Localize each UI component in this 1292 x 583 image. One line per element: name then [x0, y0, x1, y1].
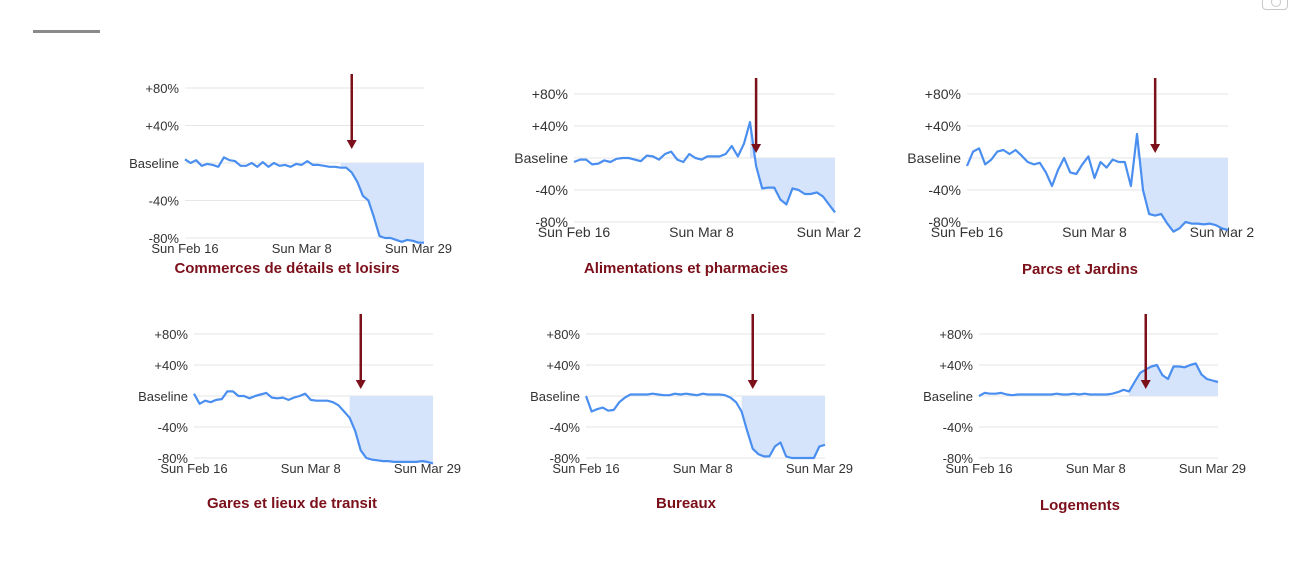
y-tick-label: +40%	[939, 358, 973, 373]
y-tick-label: -40%	[943, 420, 974, 435]
chart-residential-svg: +80% +40% Baseline -40% -80%Sun Feb 16 Sun Ma…	[923, 314, 1246, 476]
y-tick-label: -40%	[535, 182, 568, 198]
y-tick-label: -80%	[535, 214, 568, 230]
x-tick-label: Sun Mar 8	[272, 241, 332, 256]
x-tick-label: Sun Mar 8	[669, 224, 734, 240]
x-tick-label: Sun Mar 29	[1179, 461, 1246, 476]
chart-grocery-svg: +80% +40% Baseline -40% -80%Sun Feb 16 Sun Ma…	[514, 78, 862, 240]
series-line	[193, 390, 434, 465]
x-tick-label: Sun Feb 16	[945, 461, 1012, 476]
chart-panel-residential: +80% +40% Baseline -40% -80% Sun Feb 16 Sun Ma…	[902, 314, 1258, 528]
chart-workplaces-svg: +80% +40% Baseline -40% -80%Sun Feb 16 Sun Ma…	[530, 314, 853, 476]
y-tick-label: +80%	[154, 327, 188, 342]
x-tick-label: Sun Mar 8	[673, 461, 733, 476]
x-tick-label: Sun Mar 8	[1066, 461, 1126, 476]
series-area	[340, 163, 424, 243]
chart-title: Gares et lieux de transit	[206, 495, 378, 512]
x-tick-label: Sun Mar 8	[1062, 224, 1127, 240]
y-tick-label: Baseline	[923, 389, 973, 404]
x-tick-label: Sun Feb 16	[552, 461, 619, 476]
y-tick-label: -40%	[158, 420, 189, 435]
x-tick-label: Sun Feb 16	[538, 224, 611, 240]
y-tick-label: +40%	[145, 119, 179, 134]
chart-title: Logements	[1039, 497, 1120, 514]
lockdown-arrow	[1150, 78, 1161, 153]
chart-title: Parcs et Jardins	[1022, 261, 1138, 278]
x-tick-label: Sun Feb 16	[160, 461, 227, 476]
y-tick-label: Baseline	[138, 389, 188, 404]
lockdown-arrow	[751, 78, 762, 153]
x-tick-label: Sun Mar 29	[786, 461, 853, 476]
chart-panel-parks: +80% +40% Baseline -40% -80% Sun Feb 16 Sun Ma…	[902, 78, 1258, 292]
y-tick-label: +80%	[532, 86, 568, 102]
chart-title: Alimentations et pharmacies	[583, 260, 789, 277]
x-tick-label: Sun Mar 2	[797, 224, 862, 240]
lockdown-arrow	[346, 74, 357, 149]
y-tick-label: +40%	[532, 118, 568, 134]
series-area	[1129, 363, 1218, 396]
camera-icon[interactable]	[1262, 0, 1288, 10]
y-tick-label: +40%	[546, 358, 580, 373]
x-tick-label: Sun Mar 29	[385, 241, 452, 256]
y-tick-label: +40%	[154, 358, 188, 373]
series-area	[349, 396, 433, 464]
lockdown-arrow	[1140, 314, 1151, 389]
series-line	[965, 132, 1229, 233]
top-divider	[33, 30, 100, 33]
chart-panel-workplaces: +80% +40% Baseline -40% -80% Sun Feb 16 Sun Ma…	[508, 314, 864, 528]
chart-parks-svg: +80% +40% Baseline -40% -80%Sun Feb 16 Sun Ma…	[907, 78, 1255, 240]
series-area	[1136, 134, 1228, 232]
y-tick-label: Baseline	[129, 156, 179, 171]
lockdown-arrow	[747, 314, 758, 389]
series-area	[750, 122, 835, 213]
series-line	[978, 362, 1219, 397]
y-tick-label: +80%	[925, 86, 961, 102]
y-tick-label: +80%	[546, 327, 580, 342]
chart-panel-transit: +80% +40% Baseline -40% -80% Sun Feb 16 Sun Ma…	[114, 314, 470, 528]
y-tick-label: -80%	[928, 214, 961, 230]
y-tick-label: +80%	[145, 81, 179, 96]
y-tick-label: -80%	[158, 451, 189, 466]
y-tick-label: +40%	[925, 118, 961, 134]
series-line	[573, 120, 836, 214]
y-tick-label: Baseline	[907, 150, 961, 166]
x-tick-label: Sun Feb 16	[151, 241, 218, 256]
chart-title: Commerces de détails et loisirs	[174, 260, 400, 277]
series-line	[584, 392, 826, 460]
x-tick-label: Sun Mar 2	[1190, 224, 1255, 240]
series-line	[184, 156, 424, 244]
y-tick-label: +80%	[939, 327, 973, 342]
chart-transit-svg: +80% +40% Baseline -40% -80%Sun Feb 16 Sun Ma…	[138, 314, 461, 476]
y-tick-label: Baseline	[514, 150, 568, 166]
x-tick-label: Sun Feb 16	[931, 224, 1004, 240]
x-tick-label: Sun Mar 8	[281, 461, 341, 476]
y-tick-label: -40%	[928, 182, 961, 198]
chart-panel-grocery: +80% +40% Baseline -40% -80% Sun Feb 16 Sun Ma…	[508, 78, 864, 292]
chart-retail-svg: +80% +40% Baseline -40% -80%Sun Feb 16 Sun Ma…	[129, 74, 452, 256]
chart-panel-retail: +80% +40% Baseline -40% -80% Sun Feb 16 Sun Ma…	[114, 74, 460, 288]
y-tick-label: -40%	[550, 420, 581, 435]
series-area	[741, 396, 825, 458]
x-tick-label: Sun Mar 29	[394, 461, 461, 476]
chart-title: Bureaux	[655, 495, 717, 512]
y-tick-label: -80%	[149, 231, 180, 246]
y-tick-label: -40%	[149, 194, 180, 209]
y-tick-label: -80%	[550, 451, 581, 466]
lockdown-arrow	[355, 314, 366, 389]
y-tick-label: -80%	[943, 451, 974, 466]
y-tick-label: Baseline	[530, 389, 580, 404]
